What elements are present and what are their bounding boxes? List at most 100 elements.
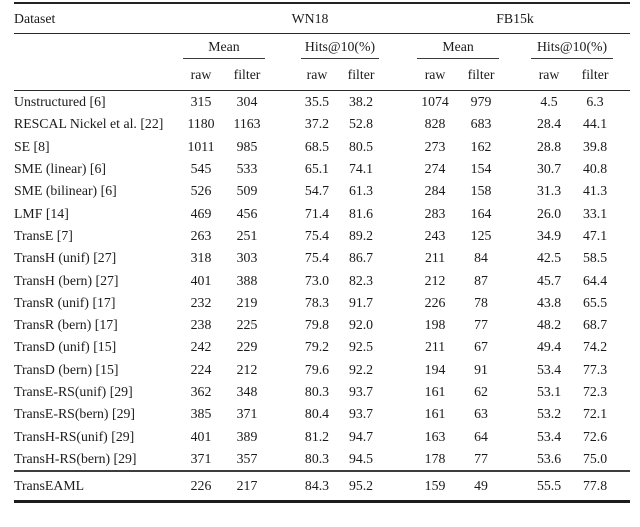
metric-header-mean-fb15k: Mean [412,34,504,61]
value-cell: 79.8 [304,317,330,333]
value-cell: 64 [474,428,488,444]
value-cell: 315 [190,94,212,110]
value-cell: 357 [236,450,258,466]
value-cell: 4.5 [540,94,558,110]
table-row: TransH-RS(bern) [29] 371 357 80.3 94.5 178 77 5… [14,448,630,471]
subheader-raw: raw [178,60,224,91]
value-cell: 65.1 [304,161,330,177]
row-label: Unstructured [6] [14,94,106,110]
value-cell: 125 [470,227,492,243]
value-cell: 79.2 [304,339,330,355]
table-final-row: TransEAML 226 217 84.3 95.2 159 49 55.5 77.8 [14,470,631,504]
column-gap [384,180,412,202]
column-gap [618,425,630,447]
value-cell: 34.9 [536,227,562,243]
column-gap [270,425,296,447]
table-row: TransE-RS(bern) [29] 385 371 80.4 93.7 161 63 5… [14,403,630,425]
header-gap [618,60,631,91]
value-cell: 242 [190,339,212,355]
value-cell: 243 [424,227,446,243]
value-cell: 1163 [233,116,261,132]
value-cell: 158 [470,183,492,199]
column-gap [504,91,526,114]
value-cell: 49 [458,470,505,504]
value-cell: 81.6 [348,205,374,221]
value-cell: 219 [236,294,258,310]
column-gap [270,470,296,504]
column-gap [618,225,630,247]
value-cell: 533 [236,161,258,177]
value-cell: 217 [224,470,270,504]
value-cell: 53.1 [536,384,562,399]
value-cell: 44.1 [582,116,608,132]
value-cell: 388 [236,272,258,288]
column-gap [270,292,296,314]
column-gap [618,359,630,381]
value-cell: 58.5 [582,250,608,266]
dataset-header-fb15k: FB15k [412,3,619,34]
column-gap [384,91,412,114]
column-gap [618,381,630,403]
column-gap [504,202,526,224]
column-gap [618,314,630,336]
column-gap [618,403,630,425]
value-cell: 78.3 [304,294,330,310]
value-cell: 162 [470,138,492,154]
value-cell: 64.4 [582,272,608,288]
column-gap [618,448,630,471]
results-table: Dataset WN18 FB15k Mean Hits@10(%) Mean … [14,2,631,504]
value-cell: 212 [424,272,446,288]
column-gap [384,403,412,425]
value-cell: 251 [236,227,258,243]
row-label: TransH (bern) [27] [14,272,119,288]
subheader-raw: raw [526,60,573,91]
table-body: Unstructured [6] 315 304 35.5 38.2 1074 979 4.5… [14,91,630,472]
table-row: TransD (bern) [15] 224 212 79.6 92.2 194 91 53.… [14,359,630,381]
value-cell: 74.2 [582,339,608,355]
subheader-raw: raw [412,60,459,91]
table-row: RESCAL Nickel et al. [22] 1180 1163 37.2 52.… [14,113,630,135]
value-cell: 371 [236,406,258,422]
row-label: TransR (unif) [17] [14,294,116,310]
value-cell: 226 [424,294,446,310]
column-gap [618,292,630,314]
value-cell: 93.7 [348,384,374,399]
value-cell: 211 [424,339,446,355]
column-gap [618,247,630,269]
value-cell: 985 [236,138,258,154]
table-row: LMF [14] 469 456 71.4 81.6 283 164 26.0 33.1 [14,202,630,224]
value-cell: 456 [236,205,258,221]
value-cell: 49.4 [536,339,562,355]
value-cell: 304 [236,94,258,110]
column-gap [270,336,296,358]
value-cell: 161 [424,406,446,422]
row-label: TransE [7] [14,227,73,243]
header-gap [14,34,178,61]
dataset-header-wn18: WN18 [178,3,385,34]
value-cell: 225 [236,317,258,333]
value-cell: 389 [236,428,258,444]
value-cell: 80.4 [304,406,330,422]
metric-header-hits-fb15k: Hits@10(%) [526,34,618,61]
value-cell: 92.2 [348,361,374,377]
value-cell: 81.2 [304,428,330,444]
column-gap [504,448,526,471]
value-cell: 92.0 [348,317,374,333]
table-row: TransR (bern) [17] 238 225 79.8 92.0 198 77 48.… [14,314,630,336]
column-gap [504,314,526,336]
table-row: TransR (unif) [17] 232 219 78.3 91.7 226 78 43.… [14,292,630,314]
table-row: SME (linear) [6] 545 533 65.1 74.1 274 154 30.7… [14,158,630,180]
value-cell: 78 [474,294,488,310]
value-cell: 6.3 [586,94,604,110]
row-label: SME (bilinear) [6] [14,183,117,199]
value-cell: 72.3 [582,384,608,399]
value-cell: 526 [190,183,212,199]
value-cell: 232 [190,294,212,310]
column-gap [618,269,630,291]
column-gap [504,292,526,314]
value-cell: 154 [470,161,492,177]
header-gap [384,3,413,34]
value-cell: 86.7 [348,250,374,266]
column-gap [270,225,296,247]
column-gap [384,448,412,471]
